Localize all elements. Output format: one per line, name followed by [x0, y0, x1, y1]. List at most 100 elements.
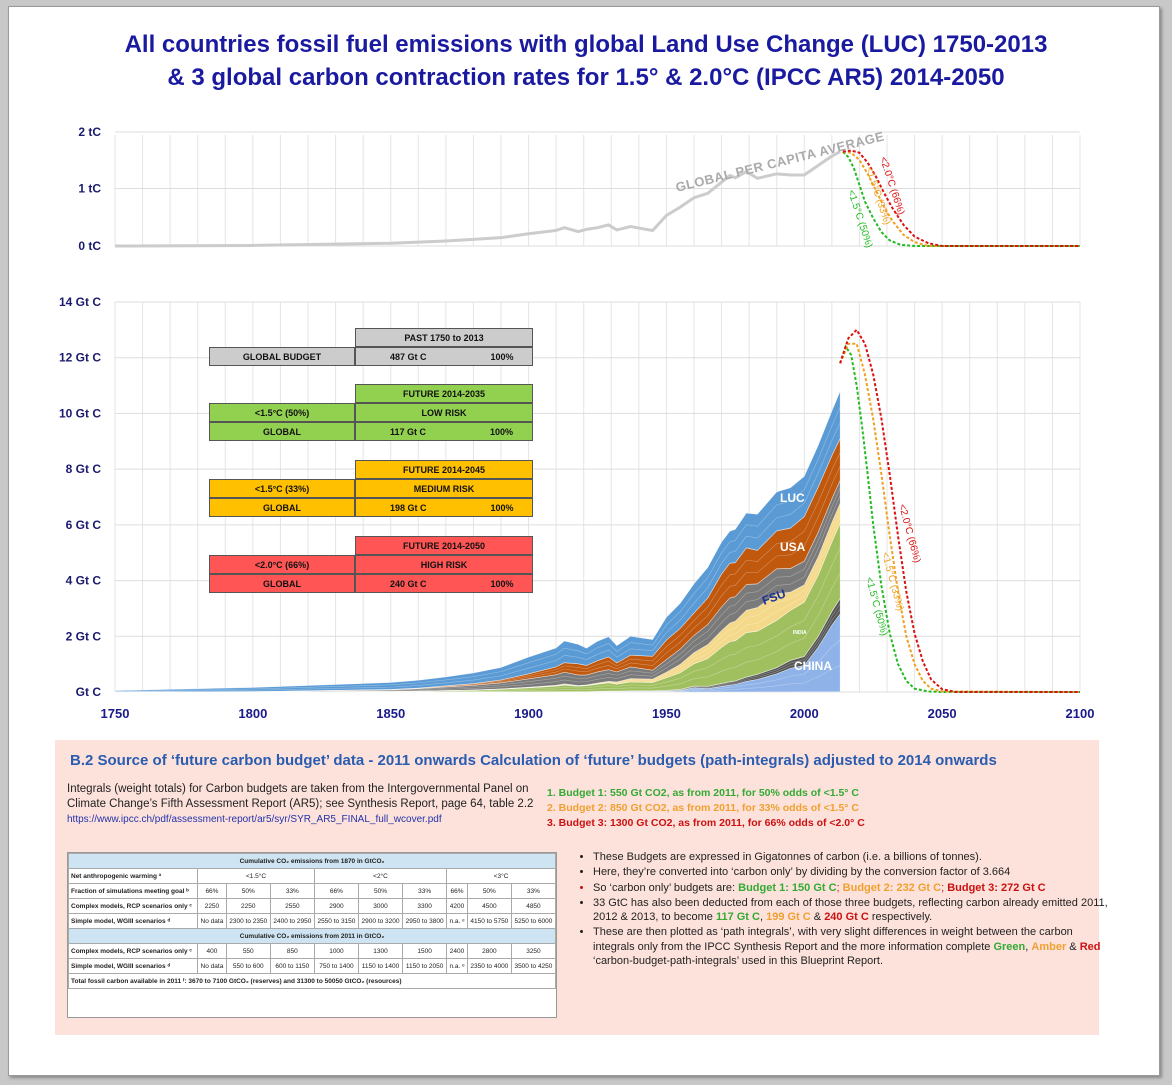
area-texture-line	[114, 452, 841, 693]
budget-2: 2. Budget 2: 850 Gt CO2, as from 2011, f…	[547, 802, 860, 814]
ipcc-cell: No data	[197, 913, 227, 929]
budget-value: 487 Gt C 100%	[355, 347, 533, 366]
y-tick-label-bottom: 12 Gt C	[59, 351, 101, 365]
area-texture-line	[115, 523, 841, 693]
ipcc-cell: 1000	[313, 943, 359, 959]
note-1-text: These Budgets are expressed in Gigatonne…	[593, 851, 982, 863]
note-4-v1: 117 Gt C	[715, 911, 760, 924]
budget-header-text: FUTURE 2014-2050	[402, 540, 486, 551]
chart-title-line2: & 3 global carbon contraction rates for …	[167, 64, 1005, 91]
area-texture-line	[115, 603, 841, 693]
budget-scope: GLOBAL	[209, 498, 355, 517]
ipcc-cell: 1500	[402, 943, 448, 959]
area-texture-line	[114, 480, 841, 693]
budget-scope: GLOBAL	[209, 422, 355, 441]
ipcc-cell: 4850	[510, 898, 557, 914]
budget-value-text: LOW RISK	[421, 407, 467, 418]
ipcc-warm-1: <1.5°C	[197, 868, 315, 884]
ipcc-title-2011: Cumulative CO₂ emissions from 2011 in Gt…	[68, 928, 556, 944]
note-2-text: Here, they’re converted into ‘carbon onl…	[593, 866, 1011, 879]
note-3-budget2: Budget 2: 232 Gt C	[842, 881, 942, 894]
area-texture-line	[115, 690, 841, 693]
budget-header-text: FUTURE 2014-2045	[402, 464, 486, 475]
budget-header: FUTURE 2014-2050	[355, 536, 533, 555]
ipcc-cell: 50%	[466, 883, 512, 899]
ipcc-r1-label: Complex models, RCP scenarios only ᶜ	[67, 898, 199, 914]
top-path-22bb22	[842, 150, 1080, 247]
x-tick-label: 2100	[1066, 706, 1095, 721]
top-path-f0a020	[842, 150, 1080, 247]
budget-amount-text: 117 Gt C	[390, 426, 427, 437]
ipcc-cell: 66%	[313, 883, 359, 899]
top-path-dd1111	[842, 149, 1080, 247]
ipcc-cell: 4150 to 5750	[466, 913, 512, 929]
emissions-chart: 2 tC 1 tC 0 tC 14 Gt C 12 Gt C 10 Gt C 8 Gt C 6…	[59, 125, 1095, 721]
ipcc-cell: 1300	[357, 943, 404, 959]
note-5: These are then plotted as ‘path integral…	[593, 925, 1113, 968]
budget-label: <1.5°C (33%)	[209, 479, 355, 498]
note-5-amber: Amber	[1031, 940, 1067, 953]
ipcc-warm-2: <2°C	[313, 868, 448, 884]
ipcc-cell: 2900 to 3200	[357, 913, 404, 929]
ipcc-r3-label: Complex models, RCP scenarios only ᶜ	[67, 943, 199, 959]
ipcc-cell: 4200	[446, 898, 468, 914]
budget-amount: 240 Gt C 100%	[355, 574, 533, 593]
ipcc-report-link[interactable]: https://www.ipcc.ch/pdf/assessment-repor…	[67, 814, 442, 825]
area-texture-line	[114, 438, 841, 693]
area-texture-line	[115, 516, 841, 693]
ipcc-cell: 5250 to 6000	[510, 913, 557, 929]
budget-scope: GLOBAL	[209, 574, 355, 593]
note-4: 33 GtC has also been deducted from each …	[593, 896, 1113, 925]
y-tick-label-bottom: 8 Gt C	[66, 462, 102, 476]
ipcc-cell: 33%	[510, 883, 557, 899]
ipcc-cell: 4500	[466, 898, 512, 914]
budget-value: MEDIUM RISK	[355, 479, 533, 498]
y-tick-label-bottom: 4 Gt C	[66, 574, 102, 588]
y-tick-label-bottom: Gt C	[76, 685, 102, 699]
ipcc-cell: 2550	[269, 898, 315, 914]
ipcc-cell: 3500 to 4250	[510, 958, 557, 974]
ipcc-table-image: Cumulative CO₂ emissions from 1870 in Gt…	[67, 852, 557, 1018]
budget-label: <2.0°C (66%)	[209, 555, 355, 574]
bottom-path-f0a020	[839, 342, 1081, 693]
note-4-text: 33 GtC has also been deducted from each …	[593, 896, 1108, 924]
ipcc-cell: 1150 to 1400	[357, 958, 404, 974]
ipcc-cell: 66%	[197, 883, 227, 899]
ipcc-cell: 50%	[225, 883, 271, 899]
ipcc-cell: 66%	[446, 883, 468, 899]
note-4-v2: 199 Gt C	[766, 911, 811, 924]
area-texture-line	[115, 608, 841, 693]
per-capita-line	[114, 150, 841, 248]
note-1: These Budgets are expressed in Gigatonne…	[593, 850, 1113, 864]
budget-header: PAST 1750 to 2013	[355, 328, 533, 347]
note-3-budget1: Budget 1: 150 Gt C	[738, 881, 837, 894]
area-texture-line	[115, 597, 841, 693]
china-label: CHINA	[794, 659, 832, 673]
area-texture-line	[115, 548, 841, 693]
ipcc-cell: 850	[269, 943, 315, 959]
budget-value-text: MEDIUM RISK	[413, 483, 475, 494]
x-tick-label: 2050	[928, 706, 957, 721]
budget-1: 1. Budget 1: 550 Gt CO2, as from 2011, f…	[547, 787, 860, 799]
ipcc-cell: 550	[225, 943, 271, 959]
ipcc-r2-label: Simple model, WGIII scenarios ᵈ	[67, 913, 199, 929]
ipcc-cell: 3250	[510, 943, 557, 959]
budget-value-text: 487 Gt C	[390, 351, 427, 362]
ipcc-table: Cumulative CO₂ emissions from 1870 in Gt…	[67, 853, 557, 989]
ipcc-warm-3: <3°C	[446, 868, 556, 884]
ipcc-cell: 50%	[357, 883, 404, 899]
budget-percent: 100%	[490, 351, 514, 362]
ipcc-cell: 2250	[197, 898, 227, 914]
budget-list: 1. Budget 1: 550 Gt CO2, as from 2011, f…	[547, 786, 865, 831]
area-texture-line	[115, 613, 841, 693]
y-tick-label-top: 0 tC	[78, 239, 101, 253]
ipcc-cell: 2400 to 2950	[269, 913, 315, 929]
ipcc-cell: 2300 to 2350	[225, 913, 271, 929]
area-texture-line	[114, 503, 841, 693]
ipcc-cell: 550 to 600	[225, 958, 271, 974]
note-2: Here, they’re converted into ‘carbon onl…	[593, 865, 1113, 879]
ipcc-cell: 600 to 1150	[269, 958, 315, 974]
budget-label-text: <2.0°C (66%)	[254, 559, 310, 570]
ipcc-cell: 2950 to 3800	[402, 913, 448, 929]
area-texture-line	[115, 639, 841, 693]
